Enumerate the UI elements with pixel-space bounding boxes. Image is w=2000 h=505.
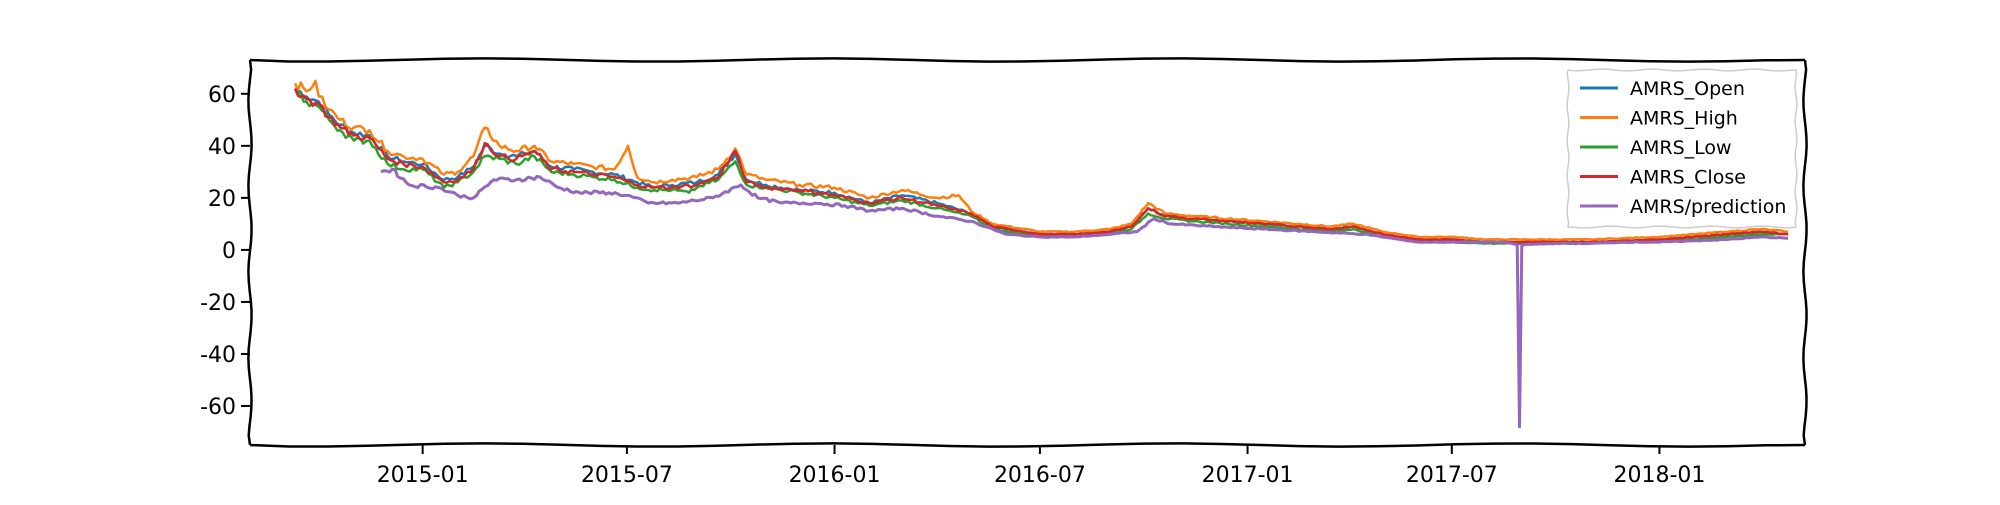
- x-tick-label: 2018-01: [1613, 463, 1705, 488]
- plot-frame: [247, 57, 1808, 448]
- series-line-amrs-high: [293, 79, 1789, 242]
- frame-left: [247, 59, 253, 446]
- legend-label-amrs-open: AMRS_Open: [1630, 78, 1745, 100]
- x-tick-label: 2016-07: [994, 463, 1086, 488]
- legend-box: [1566, 68, 1798, 229]
- y-tick-label: 0: [222, 239, 236, 264]
- x-tick-label: 2017-01: [1202, 463, 1294, 488]
- legend-label-amrs-low: AMRS_Low: [1630, 137, 1732, 159]
- series-line-amrs-low: [294, 89, 1789, 245]
- x-axis: 2015-01 2015-07 2016-01 2016-07 2017-01 2017-…: [377, 445, 1705, 488]
- legend-label-amrs-close: AMRS_Close: [1630, 167, 1746, 189]
- frame-right: [1802, 59, 1808, 446]
- legend-label-amrs-high: AMRS_High: [1630, 108, 1738, 130]
- series-line-amrs-prediction: [380, 167, 1789, 429]
- series-line-amrs-close: [293, 88, 1789, 244]
- y-tick-label: -60: [200, 395, 236, 420]
- x-tick-label: 2015-07: [581, 463, 673, 488]
- y-axis: 60 40 20 0 -20 -40 -60: [200, 83, 250, 420]
- x-tick-label: 2017-07: [1406, 463, 1498, 488]
- x-tick-label: 2015-01: [377, 463, 469, 488]
- y-tick-label: 40: [208, 135, 236, 160]
- y-tick-label: 20: [208, 187, 236, 212]
- y-tick-label: -40: [200, 343, 236, 368]
- x-tick-label: 2016-01: [789, 463, 881, 488]
- series-layer: [293, 79, 1789, 429]
- legend-label-amrs-prediction: AMRS/prediction: [1630, 196, 1786, 218]
- frame-bottom: [249, 442, 1806, 448]
- legend: AMRS_Open AMRS_High AMRS_Low AMRS_Close AMRS…: [1566, 68, 1798, 229]
- frame-top: [249, 57, 1806, 63]
- y-tick-label: -20: [200, 291, 236, 316]
- y-tick-label: 60: [208, 83, 236, 108]
